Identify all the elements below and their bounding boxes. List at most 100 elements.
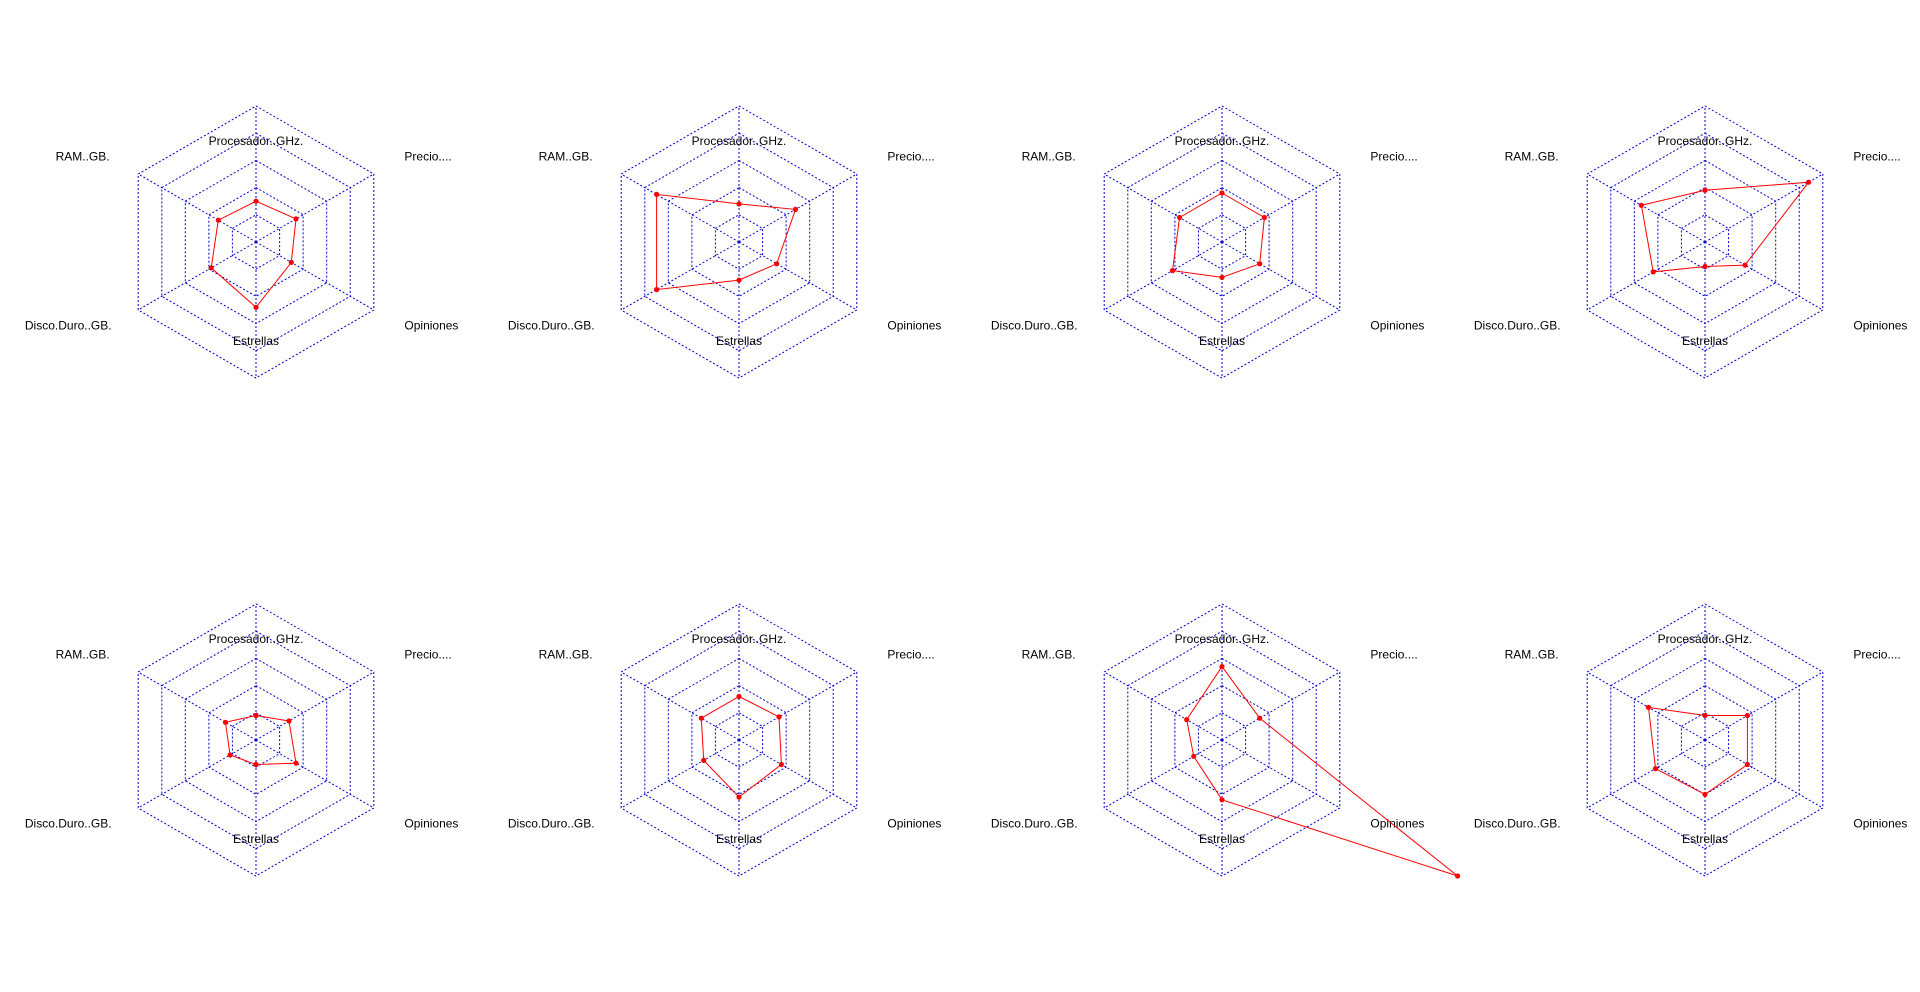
- grid-spoke: [620, 739, 740, 809]
- grid-spoke: [1586, 671, 1706, 741]
- axis-label: Precio....: [404, 150, 451, 164]
- data-point: [1219, 274, 1225, 280]
- grid-spoke: [620, 671, 740, 741]
- data-point: [1744, 761, 1750, 768]
- grid-spoke: [137, 241, 257, 311]
- series-line: [224, 714, 297, 766]
- axis-label: Disco.Duro..GB.: [25, 319, 112, 333]
- grid-spoke: [738, 241, 858, 311]
- radar-chart-4: Procesador..GHz. Precio.... Opiniones Estre…: [1474, 105, 1907, 379]
- axis-label: Precio....: [1853, 150, 1900, 164]
- data-point: [222, 719, 228, 725]
- grid-spoke: [1103, 173, 1223, 243]
- data-point: [776, 714, 782, 720]
- data-series: [208, 198, 299, 310]
- axis-label: Procesador..GHz.: [692, 134, 787, 148]
- data-point: [227, 752, 233, 758]
- data-point: [1702, 791, 1708, 798]
- data-point: [1191, 753, 1197, 759]
- grid-spoke: [1704, 671, 1824, 741]
- grid-spoke: [1103, 739, 1223, 809]
- data-point: [1219, 664, 1225, 670]
- grid-spoke: [620, 173, 740, 243]
- series-line: [700, 695, 782, 798]
- grid-ring: [1197, 712, 1247, 768]
- data-point: [1261, 214, 1267, 221]
- grid-spoke: [255, 739, 375, 809]
- grid-ring: [1197, 214, 1247, 270]
- series-line: [1647, 706, 1748, 795]
- data-point: [1702, 263, 1708, 270]
- data-point: [654, 287, 660, 293]
- grid-spoke: [1704, 739, 1824, 809]
- axis-label: Estrellas: [716, 832, 762, 846]
- axis-label: RAM..GB.: [56, 150, 110, 164]
- data-point: [293, 760, 299, 766]
- data-point: [736, 277, 742, 283]
- axis-label: Disco.Duro..GB.: [1474, 817, 1561, 831]
- grid-spoke: [1221, 173, 1341, 243]
- axis-label: Opiniones: [404, 817, 458, 831]
- data-series: [1638, 179, 1812, 275]
- data-point: [736, 201, 742, 207]
- axis-label: Precio....: [887, 150, 934, 164]
- radar-chart-7: Procesador..GHz. Precio.... Opiniones Estre…: [991, 603, 1461, 879]
- radar-chart-8: Procesador..GHz. Precio.... Opiniones Estre…: [1474, 603, 1907, 877]
- data-point: [253, 198, 259, 204]
- data-point: [736, 794, 742, 800]
- axis-label: Procesador..GHz.: [692, 632, 787, 646]
- axis-label: Opiniones: [1853, 817, 1907, 831]
- axis-label: RAM..GB.: [1505, 648, 1559, 662]
- axis-label: Opiniones: [887, 319, 941, 333]
- grid-spoke: [738, 671, 858, 741]
- grid-spoke: [1586, 173, 1706, 243]
- data-point: [293, 216, 299, 222]
- data-point: [1455, 873, 1461, 879]
- axis-label: Estrellas: [716, 334, 762, 348]
- grid-spoke: [738, 739, 858, 809]
- radar-chart-5: Procesador..GHz. Precio.... Opiniones Estre…: [25, 603, 458, 877]
- axis-label: Precio....: [1370, 150, 1417, 164]
- axis-label: Disco.Duro..GB.: [508, 817, 595, 831]
- grid-spoke: [137, 739, 257, 809]
- data-point: [774, 261, 780, 267]
- data-point: [1257, 715, 1263, 721]
- axis-label: Precio....: [1370, 648, 1417, 662]
- grid-ring: [1680, 214, 1730, 270]
- data-point: [1650, 269, 1656, 275]
- data-point: [215, 217, 221, 223]
- data-series: [1169, 190, 1267, 280]
- radar-chart-2: Procesador..GHz. Precio.... Opiniones Estre…: [508, 105, 941, 379]
- grid-ring: [231, 214, 281, 270]
- grid-spoke: [1103, 671, 1223, 741]
- grid-spoke: [1704, 241, 1824, 311]
- series-line: [210, 200, 297, 309]
- axis-label: Estrellas: [1682, 334, 1728, 348]
- axis-label: RAM..GB.: [539, 150, 593, 164]
- grid-spoke: [1586, 739, 1706, 809]
- grid-spoke: [1221, 739, 1341, 809]
- axis-label: RAM..GB.: [1505, 150, 1559, 164]
- axis-label: Procesador..GHz.: [209, 632, 304, 646]
- axis-label: Estrellas: [233, 832, 279, 846]
- radar-chart-6: Procesador..GHz. Precio.... Opiniones Estre…: [508, 603, 941, 877]
- grid-spoke: [255, 241, 375, 311]
- data-point: [1177, 214, 1183, 221]
- axis-label: Opiniones: [1370, 319, 1424, 333]
- data-point: [1169, 268, 1176, 274]
- axis-label: Estrellas: [1199, 832, 1245, 846]
- grid-ring: [714, 214, 764, 270]
- grid-spoke: [255, 173, 375, 243]
- axis-label: Opiniones: [1370, 817, 1424, 831]
- axis-label: Precio....: [887, 648, 934, 662]
- axis-label: Disco.Duro..GB.: [991, 817, 1078, 831]
- data-series: [1645, 704, 1750, 798]
- axis-label: RAM..GB.: [1022, 648, 1076, 662]
- axis-label: Procesador..GHz.: [1658, 134, 1753, 148]
- series-line: [1640, 181, 1810, 273]
- grid-ring: [1680, 712, 1730, 768]
- data-point: [208, 265, 214, 271]
- grid-ring: [231, 712, 281, 768]
- data-point: [1742, 262, 1748, 268]
- axis-label: Procesador..GHz.: [1175, 134, 1270, 148]
